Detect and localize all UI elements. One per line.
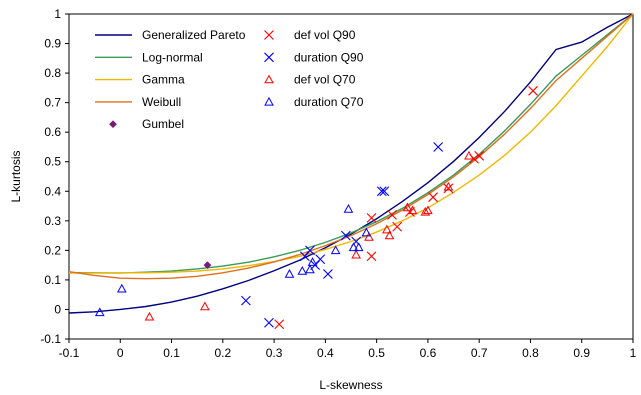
series-line-2 [69,13,634,274]
series-line-3 [68,13,634,280]
legend-label: Weibull [142,95,181,109]
legend-label: duration Q90 [294,50,364,64]
series-point-8 [307,257,318,266]
series-point-4 [203,261,212,270]
distribution-curves [68,13,634,314]
series-point-7 [407,205,418,215]
x-tick-label: 0.7 [471,346,488,360]
series-point-5 [474,150,485,161]
plot-frame [68,13,634,340]
series-point-6 [315,254,326,265]
x-tick-label: 0.5 [368,346,385,360]
data-markers [94,85,538,330]
series-point-8 [343,203,354,213]
series-point-8 [305,264,315,274]
series-point-6 [379,186,390,197]
legend-label: Gamma [142,73,185,87]
legend-label: def vol Q90 [294,28,356,42]
axes: -0.1 0 0.1 0.2 0.3 0.4 0.5 0.6 0.7 0.8 0.9 1 -0.1 0 0.… [40,7,636,360]
series-point-6 [305,245,315,256]
y-tick-label: 0.6 [44,125,61,139]
y-tick-label: 0.1 [44,273,61,287]
series-point-7 [382,224,392,234]
series-point-6 [264,317,274,328]
series-point-6 [376,186,387,197]
series-point-7 [384,230,395,240]
x-tick-label: 0.3 [266,346,283,360]
series-point-7 [464,150,474,160]
series-point-5 [428,192,438,203]
x-tick-label: 0.1 [163,346,180,360]
series-point-5 [366,212,377,223]
legend-label: def vol Q70 [294,73,356,87]
legend-swatch [109,120,117,129]
legend-swatch [264,30,274,40]
x-tick-label: 0.4 [317,346,334,360]
series-point-5 [528,85,538,96]
series-point-7 [364,232,374,241]
series-line-0 [68,13,634,314]
legend-label: Generalized Pareto [142,28,246,42]
series-point-6 [241,295,251,306]
plot-area [68,13,634,340]
series-point-7 [200,301,210,311]
y-tick-label: 0.5 [44,155,61,169]
series-point-8 [348,242,359,252]
series-point-8 [116,283,127,293]
y-tick-label: 0.3 [44,214,61,228]
y-tick-label: 0.4 [44,184,61,198]
x-axis-label: L-skewness [319,378,382,392]
x-tick-label: 0.9 [573,346,590,360]
y-tick-label: -0.1 [40,332,61,346]
y-tick-label: 0 [54,302,61,316]
series-point-6 [340,230,351,241]
series-point-8 [330,245,341,255]
series-point-8 [284,268,295,278]
legend: Generalized Pareto Log-normal Gamma Weibull… [95,28,364,131]
y-axis-label: L-kurtosis [9,150,23,202]
legend-swatch [264,74,274,84]
series-line-1 [68,13,634,274]
x-tick-label: 0.6 [420,346,437,360]
y-tick-label: 0.8 [44,66,61,80]
y-tick-label: 0.9 [44,37,61,51]
series-point-6 [323,269,333,279]
series-point-5 [392,221,403,232]
series-point-8 [353,242,364,252]
x-tick-label: 0.2 [214,346,231,360]
series-point-7 [443,181,454,191]
legend-label: duration Q70 [294,95,364,109]
series-point-5 [387,210,397,220]
series-point-8 [297,266,308,275]
x-tick-label: -0.1 [59,346,80,360]
legend-swatch [264,96,274,106]
x-tick-label: 0 [117,346,124,360]
series-point-7 [144,311,155,321]
series-point-8 [361,227,372,237]
series-point-7 [402,202,413,212]
y-tick-label: 0.2 [44,243,61,257]
series-point-5 [274,319,285,330]
series-point-7 [423,205,433,215]
legend-label: Log-normal [142,50,203,64]
legend-label: Gumbel [142,117,184,131]
series-point-8 [94,307,105,317]
series-point-5 [366,251,377,262]
x-tick-label: 1 [630,346,637,360]
series-point-7 [351,249,361,259]
legend-swatch [264,52,274,63]
y-tick-label: 1 [54,7,61,21]
series-point-5 [443,183,454,194]
series-point-6 [433,142,444,152]
series-point-7 [420,206,431,216]
x-tick-label: 0.8 [522,346,539,360]
series-point-6 [299,251,310,262]
y-tick-label: 0.7 [44,96,61,110]
